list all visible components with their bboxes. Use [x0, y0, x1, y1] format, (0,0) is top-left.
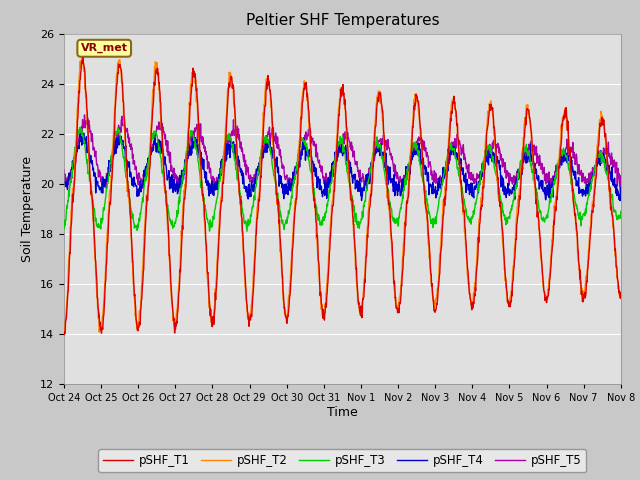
- Line: pSHF_T5: pSHF_T5: [64, 115, 621, 190]
- Legend: pSHF_T1, pSHF_T2, pSHF_T3, pSHF_T4, pSHF_T5: pSHF_T1, pSHF_T2, pSHF_T3, pSHF_T4, pSHF…: [99, 449, 586, 472]
- pSHF_T1: [429, 298, 437, 303]
- pSHF_T4: [246, 192, 254, 197]
- pSHF_T2: [247, 308, 255, 314]
- pSHF_T5: [184, 154, 192, 159]
- pSHF_T1: [551, 209, 559, 215]
- Line: pSHF_T1: pSHF_T1: [64, 57, 621, 335]
- pSHF_T4: [184, 153, 192, 159]
- pSHF_T5: [429, 174, 437, 180]
- pSHF_T1: [60, 332, 68, 337]
- Line: pSHF_T3: pSHF_T3: [64, 127, 621, 231]
- Title: Peltier SHF Temperatures: Peltier SHF Temperatures: [246, 13, 439, 28]
- pSHF_T1: [171, 330, 179, 336]
- pSHF_T4: [80, 130, 88, 136]
- pSHF_T2: [78, 52, 86, 58]
- pSHF_T3: [243, 228, 251, 234]
- pSHF_T2: [502, 283, 510, 289]
- pSHF_T1: [246, 317, 254, 323]
- pSHF_T4: [616, 198, 624, 204]
- pSHF_T2: [552, 200, 559, 205]
- pSHF_T3: [247, 214, 255, 219]
- pSHF_T1: [502, 277, 509, 283]
- pSHF_T2: [185, 119, 193, 124]
- pSHF_T2: [617, 292, 625, 298]
- pSHF_T3: [429, 216, 437, 222]
- pSHF_T4: [502, 191, 509, 196]
- pSHF_T5: [171, 176, 179, 182]
- pSHF_T4: [171, 187, 179, 192]
- pSHF_T5: [502, 175, 510, 181]
- pSHF_T5: [552, 174, 559, 180]
- pSHF_T5: [360, 187, 368, 192]
- pSHF_T4: [60, 180, 68, 186]
- pSHF_T3: [171, 219, 179, 225]
- pSHF_T3: [76, 124, 84, 130]
- pSHF_T4: [551, 175, 559, 180]
- pSHF_T3: [184, 138, 192, 144]
- pSHF_T3: [617, 208, 625, 214]
- Line: pSHF_T4: pSHF_T4: [64, 133, 621, 201]
- pSHF_T1: [79, 54, 87, 60]
- pSHF_T2: [60, 327, 68, 333]
- pSHF_T2: [429, 301, 437, 307]
- pSHF_T5: [81, 112, 88, 118]
- pSHF_T1: [184, 138, 192, 144]
- pSHF_T3: [552, 178, 559, 184]
- X-axis label: Time: Time: [327, 406, 358, 419]
- pSHF_T5: [617, 178, 625, 183]
- Y-axis label: Soil Temperature: Soil Temperature: [22, 156, 35, 262]
- Line: pSHF_T2: pSHF_T2: [64, 55, 621, 332]
- pSHF_T5: [60, 167, 68, 173]
- pSHF_T4: [429, 186, 437, 192]
- pSHF_T2: [95, 329, 103, 335]
- Text: VR_met: VR_met: [81, 43, 128, 53]
- pSHF_T4: [617, 189, 625, 194]
- pSHF_T1: [617, 289, 625, 295]
- pSHF_T3: [60, 226, 68, 231]
- pSHF_T3: [502, 220, 510, 226]
- pSHF_T2: [172, 325, 179, 331]
- pSHF_T5: [246, 172, 254, 178]
